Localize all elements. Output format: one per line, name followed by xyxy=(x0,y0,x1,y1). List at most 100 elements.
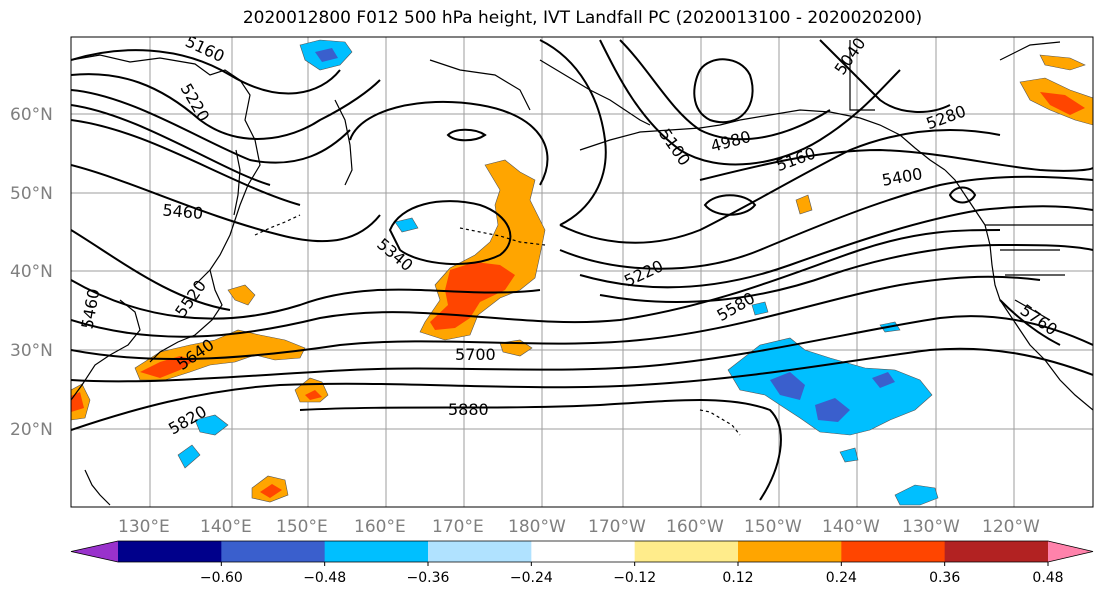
contour-small-ring-3 xyxy=(948,186,977,204)
coast-hudson xyxy=(999,41,1061,61)
shade-small-blue-1 xyxy=(839,447,859,463)
colorbar-tick-label: −0.36 xyxy=(407,570,450,586)
map-frame xyxy=(70,36,1094,508)
contour-5820-main xyxy=(71,347,1093,431)
contour-low-ring-1 xyxy=(388,200,512,265)
coast-states xyxy=(1000,249,1065,321)
contour-5040-east xyxy=(819,39,951,113)
colorbar-segment xyxy=(221,541,326,562)
ivt-shading-positive xyxy=(71,54,1093,503)
colorbar-tick-label: −0.60 xyxy=(200,570,243,586)
colorbar-extend-right xyxy=(1048,541,1093,562)
contour-5640-main xyxy=(71,229,1001,338)
lon-label: 160°E xyxy=(354,517,406,537)
lon-label: 140°E xyxy=(200,517,252,537)
ivt-shading-negative xyxy=(177,39,939,506)
coast-philippines xyxy=(84,469,111,506)
colorbar-segment xyxy=(428,541,532,562)
contour-5160-east xyxy=(619,39,831,141)
colorbar-tick-label: 0.48 xyxy=(1032,570,1063,586)
coast-kamchatka xyxy=(334,99,353,186)
colorbar: −0.60 −0.48 −0.36 −0.24 −0.12 0.12 0.24 0.36 0.4… xyxy=(70,540,1094,586)
lon-label: 150°E xyxy=(276,517,328,537)
colorbar-segment xyxy=(738,541,842,562)
colorbar-tick-label: 0.36 xyxy=(929,570,960,586)
contour-5340-east xyxy=(579,205,1093,289)
lon-label: 150°W xyxy=(744,517,802,537)
colorbar-tick-label: 0.12 xyxy=(722,570,753,586)
shade-canada-core xyxy=(1040,92,1085,115)
lon-label: 130°E xyxy=(118,517,170,537)
contour-label: 5460 xyxy=(162,200,204,222)
shade-canada-top xyxy=(1039,54,1086,71)
lon-label: 140°W xyxy=(822,517,880,537)
lat-label: 30°N xyxy=(10,341,53,361)
contour-5400-west xyxy=(71,119,301,206)
coast-chukotka xyxy=(429,59,531,111)
colorbar-tick-label: −0.24 xyxy=(510,570,553,586)
shade-west-blue-2 xyxy=(177,444,201,469)
shade-hawaii-inner-3 xyxy=(872,372,895,388)
contour-label: 5700 xyxy=(455,345,496,364)
contour-5340-west xyxy=(71,104,271,186)
shade-bering-core xyxy=(315,48,338,62)
lon-label: 180°W xyxy=(508,517,566,537)
height-contours xyxy=(71,39,1093,501)
coast-alaska-west xyxy=(539,59,651,126)
lat-label: 20°N xyxy=(10,420,53,440)
contour-4980-ring xyxy=(693,58,754,124)
shade-small-blue-2 xyxy=(394,217,419,233)
colorbar-segment xyxy=(324,541,429,562)
latitude-labels: 60°N 50°N 40°N 30°N 20°N xyxy=(10,105,53,440)
colorbar-segment xyxy=(118,541,222,562)
contour-5700-main xyxy=(71,275,1041,361)
contour-5700-lower xyxy=(999,299,1061,346)
coast-mexico xyxy=(1044,359,1093,411)
longitude-labels: 130°E 140°E 150°E 160°E 170°E 180°W 170°… xyxy=(118,517,1040,537)
colorbar-segment xyxy=(944,541,1049,562)
shade-subtropical-blob-core xyxy=(305,390,322,400)
coast-canada-interior xyxy=(849,40,875,111)
coast-kuril xyxy=(254,214,301,236)
contour-5520-main xyxy=(71,229,231,311)
shade-hawaii-outer xyxy=(727,337,933,436)
contour-label: 5880 xyxy=(448,400,489,419)
coast-aleutians xyxy=(459,227,546,246)
contour-5580-main xyxy=(71,279,541,320)
colorbar-segment xyxy=(634,541,739,562)
contour-small-ring xyxy=(446,128,487,142)
colorbar-tick-label: 0.24 xyxy=(826,570,857,586)
coast-russia-far-east xyxy=(71,54,261,286)
lon-label: 170°W xyxy=(588,517,646,537)
lon-label: 170°E xyxy=(432,517,484,537)
coast-hawaii xyxy=(699,409,741,436)
contour-5280-east xyxy=(559,175,1093,270)
map-background xyxy=(71,37,1093,507)
colorbar-extend-left xyxy=(71,541,118,562)
shade-kuroshio-inner xyxy=(140,356,195,378)
shade-hawaii-inner-1 xyxy=(770,372,805,400)
lon-label: 130°W xyxy=(902,517,960,537)
lat-label: 60°N xyxy=(10,105,53,125)
colorbar-segment xyxy=(841,541,946,562)
map-title: 2020012800 F012 500 hPa height, IVT Land… xyxy=(242,8,923,28)
colorbar-tick-label: −0.12 xyxy=(613,570,656,586)
contour-5460-east xyxy=(699,148,1093,181)
shade-west-blue xyxy=(194,414,229,436)
shade-south-blue xyxy=(894,484,939,506)
contour-low-ring-2 xyxy=(349,100,549,186)
contour-5760-main xyxy=(71,315,1093,383)
lon-label: 160°W xyxy=(666,517,724,537)
lat-label: 40°N xyxy=(10,262,53,282)
contour-5220-east xyxy=(559,129,1001,244)
shade-central-pacific-inner xyxy=(430,262,515,330)
lon-label: 120°W xyxy=(982,517,1040,537)
contour-5160-west xyxy=(71,49,341,95)
coast-alaska-peninsula xyxy=(579,119,741,151)
contour-5460-main xyxy=(71,164,381,243)
shade-south-blob-core xyxy=(260,484,282,498)
shade-blob-6 xyxy=(795,194,813,215)
coast-japan xyxy=(149,269,223,363)
contour-5400-east xyxy=(599,243,1093,304)
